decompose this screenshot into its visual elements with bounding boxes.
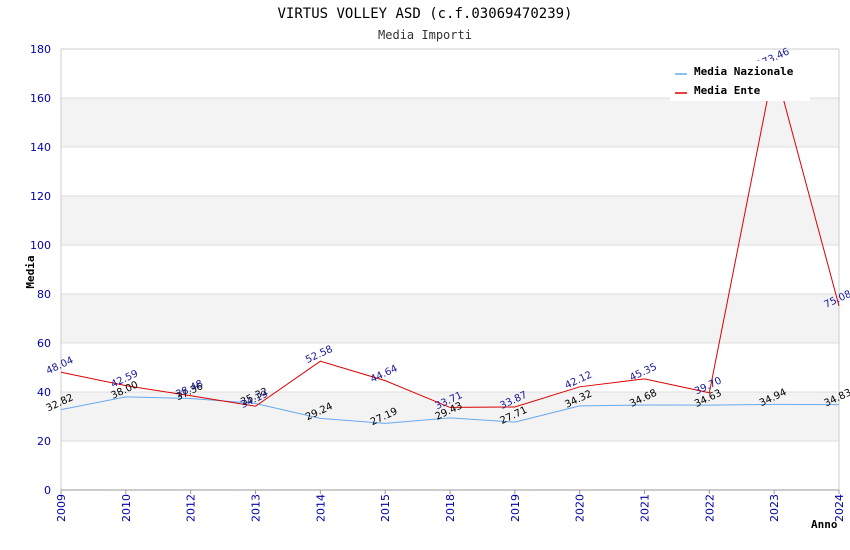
grid-band [61, 196, 839, 245]
y-tick-label: 100 [30, 239, 51, 252]
y-tick-label: 60 [37, 337, 51, 350]
y-axis-ticks: 0 20 40 60 80 100 120 140 160 180 [30, 43, 51, 497]
series-line-media-nazionale [60, 396, 840, 424]
y-tick-label: 120 [30, 190, 51, 203]
x-axis-ticks: 2009 2010 2012 2013 2014 2015 2018 2019 2020 2021… [55, 490, 846, 522]
legend-background [670, 61, 810, 101]
y-tick-label: 0 [44, 484, 51, 497]
grid-band [61, 294, 839, 343]
x-tick-label: 2010 [120, 494, 133, 522]
x-tick-label: 2023 [768, 494, 781, 522]
y-tick-label: 160 [30, 92, 51, 105]
x-tick-label: 2020 [574, 494, 587, 522]
grid-bands [61, 98, 839, 441]
x-tick-label: 2018 [444, 494, 457, 522]
x-tick-label: 2012 [185, 494, 198, 522]
x-tick-label: 2013 [250, 494, 263, 522]
series-line-media-ente [60, 64, 840, 408]
legend-label-media-nazionale: Media Nazionale [694, 65, 794, 78]
x-tick-label: 2009 [55, 494, 68, 522]
y-tick-label: 20 [37, 435, 51, 448]
data-label-media-ente: 48.04 [45, 355, 76, 377]
legend: Media Nazionale Media Ente [670, 61, 810, 101]
grid-band [61, 392, 839, 441]
series-group [60, 64, 840, 424]
x-tick-label: 2022 [703, 494, 716, 522]
data-label-media-ente: 52.58 [304, 344, 335, 366]
y-axis-label: Media [24, 255, 37, 288]
chart-subtitle: Media Importi [378, 28, 472, 42]
chart-title: VIRTUS VOLLEY ASD (c.f.03069470239) [277, 6, 572, 22]
legend-label-media-ente: Media Ente [694, 84, 761, 97]
data-label-media-ente: 45.35 [628, 362, 659, 384]
x-tick-label: 2015 [379, 494, 392, 522]
y-tick-label: 80 [37, 288, 51, 301]
x-tick-label: 2024 [833, 494, 846, 522]
x-tick-label: 2019 [509, 494, 522, 522]
data-label-media-ente: 44.64 [369, 363, 400, 385]
grid-band [61, 98, 839, 147]
y-tick-label: 180 [30, 43, 51, 56]
x-axis-label: Anno [811, 518, 838, 531]
data-label-media-ente: 42.12 [563, 370, 594, 392]
x-tick-label: 2014 [314, 494, 327, 522]
y-tick-label: 140 [30, 141, 51, 154]
x-tick-label: 2021 [639, 494, 652, 522]
y-tick-label: 40 [37, 386, 51, 399]
